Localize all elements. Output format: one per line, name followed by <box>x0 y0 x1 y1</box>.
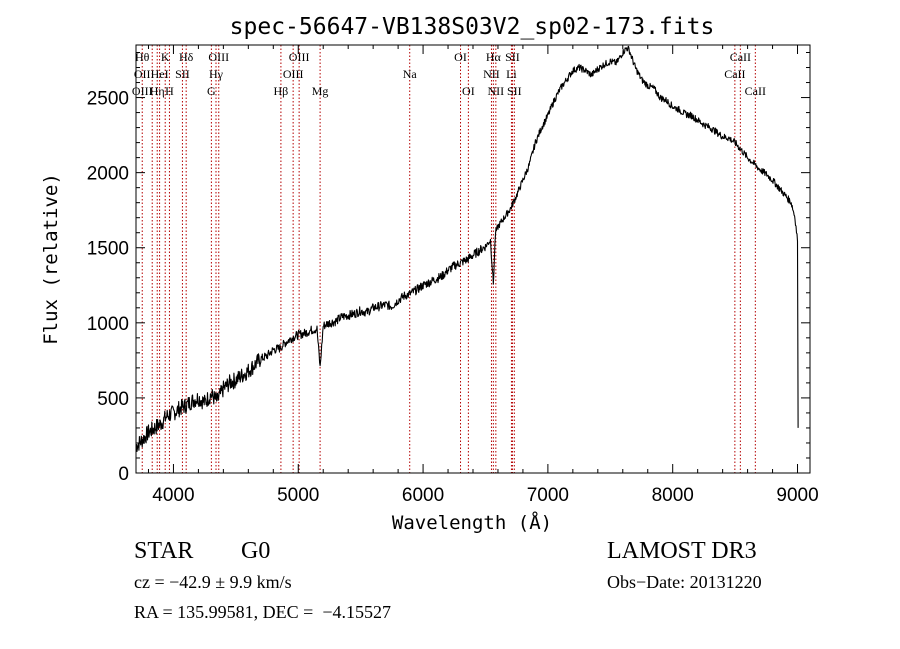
line-markers <box>141 45 756 473</box>
line-marker-label: HeI <box>151 67 169 81</box>
x-tick-label: 6000 <box>402 485 444 506</box>
line-marker-label: OII <box>134 67 151 81</box>
line-marker-label: Hβ <box>274 84 289 98</box>
y-tick-label: 500 <box>97 389 129 410</box>
line-marker-label: SII <box>505 50 520 64</box>
line-marker-label: OI <box>454 50 467 64</box>
line-marker-label: Li <box>506 67 517 81</box>
line-marker-label: OIII <box>208 50 229 64</box>
y-axis: 0 500 1000 1500 2000 2500 <box>87 52 810 485</box>
line-marker-label: NII <box>488 84 505 98</box>
plot-frame <box>135 44 811 474</box>
y-tick-label: 1500 <box>87 239 129 260</box>
y-tick-label: 2000 <box>87 164 129 185</box>
observation-date: Obs−Date: 20131220 <box>607 572 762 592</box>
chart-title: spec-56647-VB138S03V2_sp02-173.fits <box>230 14 715 40</box>
x-tick-label: 5000 <box>277 485 319 506</box>
survey-label: LAMOST DR3 <box>607 538 757 564</box>
x-tick-label: 9000 <box>776 485 818 506</box>
redshift-velocity: cz = −42.9 ± 9.9 km/s <box>134 572 292 592</box>
line-marker-label: K <box>161 50 170 64</box>
x-tick-label: 7000 <box>527 485 569 506</box>
sky-coordinates: RA = 135.99581, DEC = −4.15527 <box>134 602 391 622</box>
line-marker-label: G <box>207 84 216 98</box>
line-marker-label: H <box>165 84 174 98</box>
object-subclass-label: G0 <box>241 538 271 564</box>
line-marker-label: OIII <box>132 84 153 98</box>
y-axis-label: Flux (relative) <box>40 173 62 345</box>
line-marker-label: NII <box>483 67 500 81</box>
line-marker-label: CaII <box>730 50 751 64</box>
y-tick-label: 0 <box>118 464 129 485</box>
line-marker-label: OIII <box>289 50 310 64</box>
y-tick-label: 1000 <box>87 314 129 335</box>
spectrum-line <box>135 45 799 452</box>
line-marker-label: OIII <box>283 67 304 81</box>
line-marker-label: Na <box>403 67 418 81</box>
line-marker-label: Hα <box>486 50 502 64</box>
y-tick-label: 2500 <box>87 89 129 110</box>
line-marker-label: Hγ <box>209 67 224 81</box>
x-axis-label: Wavelength (Å) <box>392 511 552 534</box>
x-axis: 4000 5000 6000 7000 8000 9000 <box>147 45 819 506</box>
line-marker-label: CaII <box>745 84 766 98</box>
x-tick-label: 4000 <box>152 485 194 506</box>
line-marker-label: Hδ <box>179 50 194 64</box>
line-marker-label: SII <box>175 67 190 81</box>
line-marker-labels: HθOIIOIIIHηHeIKHSIIHδGHγOIIIHβOIIIOIIIMg… <box>132 50 766 98</box>
line-marker-label: Hθ <box>135 50 150 64</box>
line-marker-label: Mg <box>312 84 329 98</box>
line-marker-label: Hη <box>150 84 165 98</box>
object-class-label: STAR <box>134 538 194 564</box>
line-marker-label: CaII <box>724 67 745 81</box>
line-marker-label: SII <box>507 84 522 98</box>
line-marker-label: OI <box>462 84 475 98</box>
x-tick-label: 8000 <box>652 485 694 506</box>
